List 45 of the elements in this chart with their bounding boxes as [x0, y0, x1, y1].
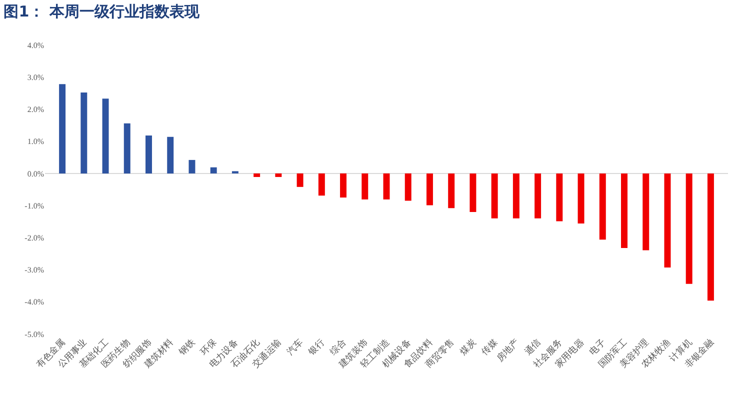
chart-title: 图1： 本周一级行业指数表现 — [4, 2, 200, 20]
bar — [318, 173, 325, 196]
x-tick-label: 钢铁 — [176, 337, 198, 358]
bar — [599, 173, 606, 240]
bar — [707, 173, 714, 301]
bar — [59, 84, 66, 174]
bar — [362, 173, 368, 200]
bar — [512, 173, 520, 218]
bar — [491, 173, 498, 218]
bar — [80, 92, 88, 174]
y-tick-label: -4.0% — [24, 298, 44, 307]
bar — [470, 173, 476, 212]
x-tick-label: 银行 — [306, 337, 327, 358]
x-tick-label: 汽车 — [284, 337, 306, 358]
bar — [146, 136, 152, 174]
bar — [383, 173, 390, 200]
y-tick-label: -2.0% — [24, 233, 44, 242]
bar — [578, 173, 584, 224]
bar — [642, 173, 650, 250]
y-tick-label: 1.0% — [27, 137, 44, 146]
bar — [296, 173, 304, 187]
bar — [664, 173, 671, 268]
bar — [124, 123, 130, 174]
y-tick-label: 3.0% — [27, 72, 44, 82]
bar — [210, 167, 217, 174]
y-tick-label: -3.0% — [24, 266, 44, 275]
y-tick-label: 2.0% — [27, 105, 44, 114]
y-tick-label: 0.0% — [27, 169, 44, 178]
bar — [167, 136, 174, 174]
bar — [426, 173, 433, 206]
bar — [275, 173, 282, 177]
bar — [188, 160, 196, 174]
bar — [556, 173, 563, 222]
bar — [448, 173, 455, 208]
bar — [404, 173, 412, 201]
bar — [340, 173, 347, 198]
bar — [686, 173, 692, 284]
y-tick-label: -5.0% — [24, 330, 44, 339]
y-tick-label: -1.0% — [24, 201, 44, 210]
bar — [534, 173, 542, 218]
bar — [254, 173, 260, 177]
y-tick-label: 4.0% — [27, 40, 44, 50]
x-tick-label: 煤炭 — [458, 337, 478, 358]
bar — [621, 173, 628, 248]
bar — [102, 98, 109, 174]
